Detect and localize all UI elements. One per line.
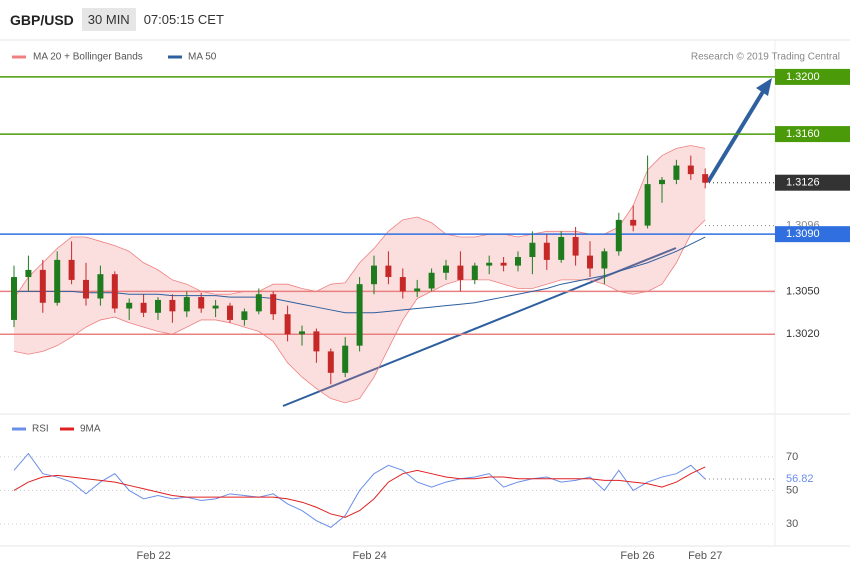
candle-body <box>198 297 205 309</box>
legend-label: RSI <box>32 424 49 435</box>
series-line <box>13 452 706 528</box>
candle-body <box>371 265 377 285</box>
candle-body <box>572 237 579 256</box>
candle-body <box>702 174 709 183</box>
candle-body <box>183 297 190 312</box>
candle-body <box>630 219 637 226</box>
candle-body <box>25 269 32 278</box>
candle-body <box>313 331 320 352</box>
candle-body <box>515 257 521 266</box>
credit: Research © 2019 Trading Central <box>691 52 840 63</box>
candle-body <box>558 237 565 260</box>
candle-body <box>39 269 46 303</box>
candle-body <box>342 345 349 373</box>
candle-body <box>471 265 478 280</box>
candle-body <box>68 259 75 280</box>
y-tick-label: 30 <box>786 518 798 530</box>
level-box <box>775 174 850 191</box>
bollinger-area <box>14 145 706 403</box>
level-label: 1.3200 <box>786 71 820 83</box>
candle-body <box>227 305 233 320</box>
candle-body <box>299 331 305 335</box>
legend-label: 9MA <box>80 424 101 435</box>
level-label: 1.3050 <box>786 285 820 297</box>
level-label: 1.3126 <box>786 177 820 189</box>
x-tick-label: Feb 22 <box>137 550 171 562</box>
candle-body <box>399 277 406 292</box>
candle-body <box>457 265 464 280</box>
candle-body <box>270 294 277 315</box>
candle-body <box>659 179 665 185</box>
legend-label: MA 20 + Bollinger Bands <box>33 52 143 63</box>
candle-body <box>140 302 147 313</box>
x-tick-label: Feb 24 <box>353 550 387 562</box>
trend-line <box>282 247 677 407</box>
candle-body <box>529 242 536 258</box>
header: GBP/USD 30 MIN 07:05:15 CET <box>10 8 224 31</box>
legend-label: MA 50 <box>188 52 217 63</box>
y-tick-label: 70 <box>786 451 798 463</box>
symbol: GBP/USD <box>10 11 74 28</box>
last-value-label: 56.82 <box>786 473 814 485</box>
candle-body <box>327 351 334 373</box>
y-tick-label: 50 <box>786 484 798 496</box>
candle-body <box>414 288 421 292</box>
x-tick-label: Feb 27 <box>688 550 722 562</box>
forecast-arrow <box>706 88 766 184</box>
candle-body <box>97 274 104 299</box>
candle-body <box>284 314 291 335</box>
candle-body <box>126 302 133 309</box>
candle-body <box>54 259 61 303</box>
series-line <box>13 466 706 518</box>
candle-body <box>241 311 248 320</box>
candle-body <box>356 284 363 346</box>
level-box <box>775 68 850 85</box>
candle-body <box>601 251 608 269</box>
candle-body <box>11 277 17 320</box>
candle-body <box>155 299 161 313</box>
candle-body <box>255 294 262 312</box>
candle-body <box>500 262 507 266</box>
candle-body <box>687 165 694 175</box>
candle-body <box>169 299 176 312</box>
candle-body <box>587 255 593 269</box>
bollinger-lower <box>13 219 706 404</box>
candle-body <box>385 265 392 278</box>
candle-body <box>212 305 219 309</box>
level-label: 1.3090 <box>786 228 820 240</box>
time: 07:05:15 CET <box>143 12 224 27</box>
candle-body <box>83 279 89 299</box>
interval[interactable]: 30 MIN <box>81 8 136 31</box>
level-label: 1.3020 <box>786 328 820 340</box>
candle-body <box>615 219 622 252</box>
level-box <box>775 226 850 243</box>
x-tick-label: Feb 26 <box>620 550 654 562</box>
candle-body <box>543 242 550 260</box>
candle-body <box>486 262 493 266</box>
candle-body <box>428 272 435 289</box>
candle-body <box>673 165 680 180</box>
level-label: 1.3160 <box>786 128 820 140</box>
candle-body <box>443 265 449 273</box>
candle-body <box>111 274 118 309</box>
level-box <box>775 126 850 143</box>
arrow-head <box>756 78 772 96</box>
candle-body <box>644 184 651 226</box>
